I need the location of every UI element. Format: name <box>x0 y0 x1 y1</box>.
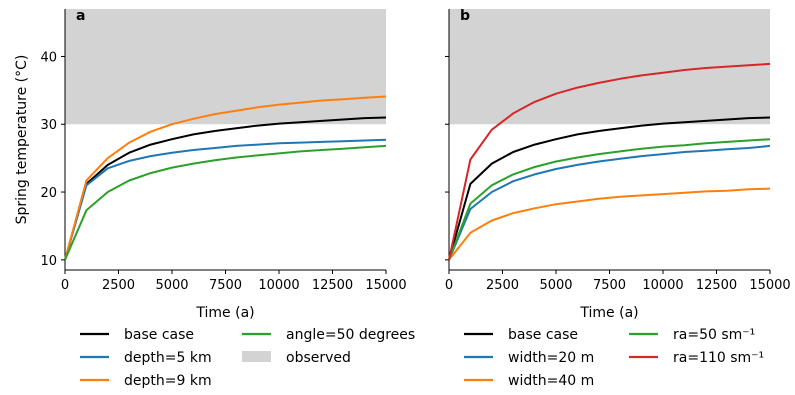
x-tick-label: 2500 <box>102 278 135 293</box>
legend-label: angle=50 degrees <box>286 327 415 343</box>
y-tick-label: 40 <box>40 50 57 65</box>
series-line-width-40-m <box>448 187 771 261</box>
x-tick-label: 2500 <box>486 278 519 293</box>
legend-label: base case <box>124 327 194 343</box>
x-tick-label: 7500 <box>593 278 626 293</box>
series-line-ra-50-sm- <box>448 138 771 261</box>
series-line-angle-50-degrees <box>64 144 387 261</box>
x-tick-label: 0 <box>61 278 69 293</box>
x-tick-label: 5000 <box>539 278 572 293</box>
legend-b: base case width=20 m width=40 m ra=50 sm⁻¹ r… <box>464 327 764 389</box>
y-tick-label: 30 <box>40 118 57 133</box>
x-tick-label: 15000 <box>365 278 406 293</box>
legend-label: observed <box>286 350 351 366</box>
x-tick-label: 12500 <box>696 278 737 293</box>
panel-label: b <box>460 8 470 24</box>
x-tick-label: 12500 <box>312 278 353 293</box>
panel-a: 0 2500 5000 7500 10000 12500 15000 10 20 30 40 a Tim… <box>14 8 407 321</box>
y-tick-label: 10 <box>40 254 57 269</box>
series-line-depth-5-km <box>64 138 387 261</box>
x-tick-label: 0 <box>445 278 453 293</box>
legend-a: base case depth=5 km depth=9 km angle=50 de… <box>80 327 415 389</box>
x-tick-label: 7500 <box>209 278 242 293</box>
legend-label: ra=50 sm⁻¹ <box>673 327 755 343</box>
x-tick-label: 5000 <box>155 278 188 293</box>
legend-label: depth=9 km <box>124 373 212 389</box>
legend-label: depth=5 km <box>124 350 212 366</box>
series-line-width-20-m <box>448 144 771 261</box>
series-line-base-case <box>64 116 387 261</box>
x-tick-label: 10000 <box>258 278 299 293</box>
series-line-depth-9-km <box>64 95 387 261</box>
legend-label: width=40 m <box>508 373 594 389</box>
panel-b: 0 2500 5000 7500 10000 12500 15000 b Time (a) <box>445 8 791 321</box>
x-tick-label: 15000 <box>749 278 790 293</box>
y-axis-label: Spring temperature (°C) <box>14 55 30 225</box>
observed-band <box>65 9 386 125</box>
legend-label: width=20 m <box>508 350 594 366</box>
x-tick-label: 10000 <box>642 278 683 293</box>
legend-label: base case <box>508 327 578 343</box>
y-tick-label: 20 <box>40 186 57 201</box>
series-line-base-case <box>448 116 771 261</box>
legend-label: ra=110 sm⁻¹ <box>673 350 764 366</box>
legend-swatch-observed <box>242 351 271 362</box>
x-axis-label: Time (a) <box>195 305 254 321</box>
x-axis-label: Time (a) <box>579 305 638 321</box>
panel-label: a <box>76 8 85 24</box>
series-line-ra-110-sm- <box>448 62 771 261</box>
